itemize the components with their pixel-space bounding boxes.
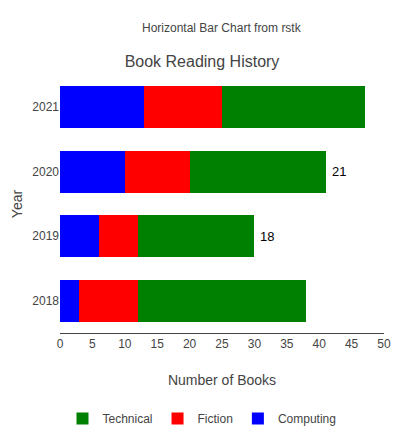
svg-text:18: 18 bbox=[260, 229, 274, 244]
svg-text:50: 50 bbox=[377, 337, 391, 351]
svg-text:20: 20 bbox=[183, 337, 197, 351]
svg-text:Year: Year bbox=[9, 190, 25, 219]
svg-text:40: 40 bbox=[313, 337, 327, 351]
svg-text:Book Reading History: Book Reading History bbox=[125, 53, 280, 70]
svg-text:2018: 2018 bbox=[32, 294, 59, 308]
svg-text:2021: 2021 bbox=[32, 100, 59, 114]
svg-text:Technical: Technical bbox=[103, 412, 153, 426]
svg-text:5: 5 bbox=[89, 337, 96, 351]
svg-text:21: 21 bbox=[332, 164, 346, 179]
svg-text:15: 15 bbox=[151, 337, 165, 351]
svg-text:2020: 2020 bbox=[32, 165, 59, 179]
svg-text:25: 25 bbox=[215, 337, 229, 351]
svg-text:30: 30 bbox=[248, 337, 262, 351]
svg-text:2019: 2019 bbox=[32, 229, 59, 243]
svg-text:0: 0 bbox=[57, 337, 64, 351]
svg-text:Fiction: Fiction bbox=[198, 412, 233, 426]
svg-text:10: 10 bbox=[118, 337, 132, 351]
svg-text:Horizontal Bar Chart from rstk: Horizontal Bar Chart from rstk bbox=[142, 21, 302, 35]
svg-text:Number of Books: Number of Books bbox=[168, 372, 276, 388]
svg-text:45: 45 bbox=[345, 337, 359, 351]
svg-text:Computing: Computing bbox=[278, 412, 336, 426]
svg-text:35: 35 bbox=[280, 337, 294, 351]
